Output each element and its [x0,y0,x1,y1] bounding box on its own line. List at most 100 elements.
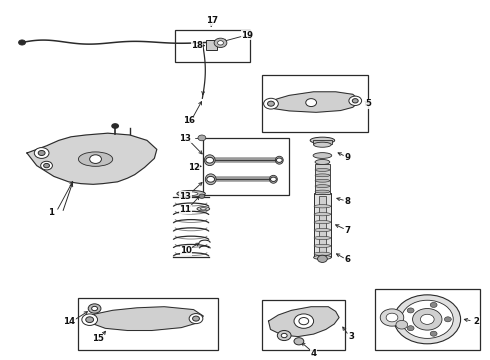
Ellipse shape [315,174,330,177]
Ellipse shape [314,236,331,240]
Circle shape [276,158,282,162]
Text: 13: 13 [179,134,191,143]
Text: 13: 13 [179,192,191,201]
Bar [262,75,368,132]
Ellipse shape [315,168,330,171]
Circle shape [199,194,205,198]
Bar [203,138,289,195]
Text: 16: 16 [183,116,195,125]
Bar [262,300,345,350]
Circle shape [380,309,404,326]
Ellipse shape [314,244,331,248]
Text: 4: 4 [311,349,317,358]
Circle shape [198,135,206,141]
Circle shape [41,161,52,170]
Text: 10: 10 [180,246,192,256]
Ellipse shape [315,159,330,165]
Bar [78,298,218,350]
Text: 14: 14 [64,317,75,325]
Text: 7: 7 [345,226,351,235]
Circle shape [444,317,451,322]
Text: 11: 11 [179,205,191,214]
Circle shape [111,123,119,129]
Text: 15: 15 [92,334,104,343]
Ellipse shape [78,152,113,166]
Bar [318,196,326,254]
Circle shape [407,326,414,331]
Ellipse shape [314,228,331,232]
Circle shape [264,98,278,109]
Ellipse shape [197,207,210,211]
Circle shape [38,150,45,156]
Ellipse shape [315,179,330,182]
Circle shape [218,41,223,45]
Bar [175,30,250,62]
Text: 18: 18 [191,40,203,49]
Circle shape [281,333,287,338]
Text: 6: 6 [345,256,351,264]
Ellipse shape [177,190,205,197]
Ellipse shape [310,137,335,144]
Circle shape [92,306,98,311]
Ellipse shape [184,192,198,195]
Text: 3: 3 [349,332,355,341]
Text: 2: 2 [473,317,479,325]
Circle shape [299,318,309,325]
Text: 17: 17 [206,16,218,25]
Ellipse shape [204,155,215,166]
Circle shape [430,331,437,336]
Bar [315,164,330,194]
Circle shape [318,255,327,262]
Ellipse shape [313,153,332,158]
Polygon shape [84,307,203,330]
Text: 12: 12 [188,163,200,171]
Text: 19: 19 [242,31,253,40]
Circle shape [86,317,94,323]
Text: 9: 9 [345,153,351,162]
Ellipse shape [200,208,206,210]
Circle shape [396,320,408,329]
Circle shape [44,163,49,168]
Ellipse shape [275,156,283,164]
Circle shape [386,313,398,322]
Circle shape [294,314,314,328]
Ellipse shape [314,204,331,208]
Circle shape [82,314,98,325]
Circle shape [277,330,291,341]
Circle shape [34,148,49,158]
Circle shape [420,314,434,324]
Circle shape [214,38,227,48]
Text: 1: 1 [49,208,54,217]
Ellipse shape [315,190,330,193]
Text: 5: 5 [366,99,371,108]
Circle shape [19,40,25,45]
Polygon shape [27,133,157,184]
Circle shape [294,338,304,345]
Ellipse shape [205,174,216,185]
Circle shape [349,96,362,105]
Circle shape [193,316,199,321]
Circle shape [88,304,101,313]
Text: 8: 8 [345,197,351,206]
Ellipse shape [270,175,277,183]
Circle shape [268,101,274,106]
Bar [206,40,217,50]
Circle shape [270,177,276,181]
Circle shape [413,309,442,330]
Ellipse shape [317,166,328,171]
Circle shape [401,300,453,338]
Ellipse shape [314,252,331,256]
Circle shape [306,99,317,107]
Ellipse shape [314,142,331,147]
Circle shape [189,314,203,324]
Ellipse shape [314,220,331,224]
Polygon shape [267,92,360,112]
Bar [375,289,480,350]
Circle shape [407,308,414,313]
Circle shape [352,99,358,103]
Circle shape [90,155,101,163]
Ellipse shape [315,185,330,188]
Circle shape [206,157,214,163]
Bar [314,193,331,257]
Circle shape [430,302,437,307]
